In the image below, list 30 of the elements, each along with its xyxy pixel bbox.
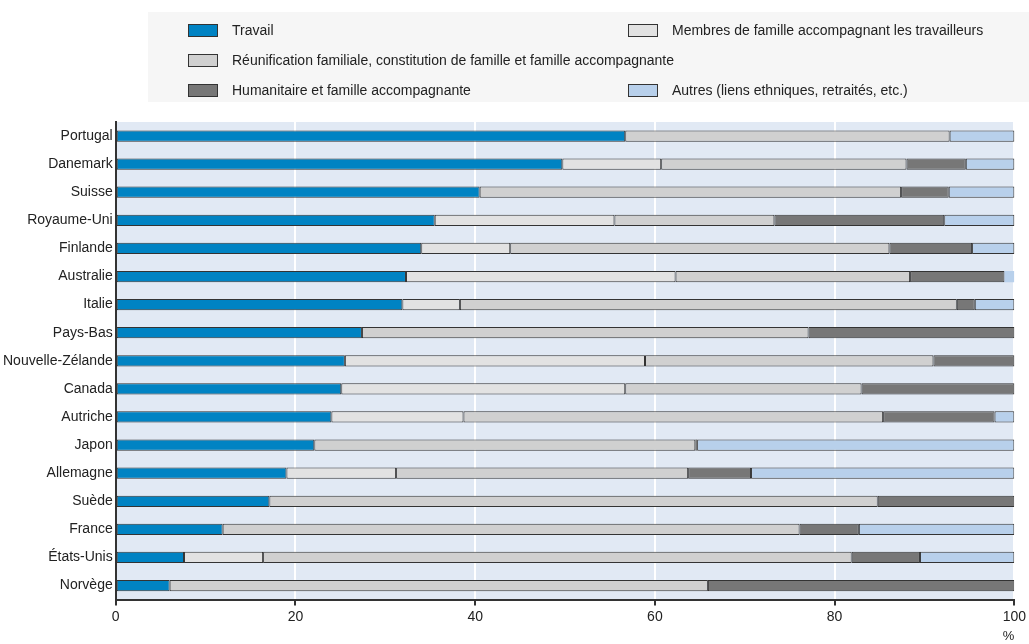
y-tick-label: Finlande	[59, 239, 113, 256]
legend-label: Réunification familiale, constitution de famille et famille accompagnante	[232, 52, 675, 68]
y-tick-label: Canada	[63, 379, 113, 396]
x-axis-title: %	[1002, 627, 1015, 643]
y-tick-label: Allemagne	[46, 464, 113, 481]
legend-label: Membres de famille accompagnant les travailleurs	[672, 22, 984, 38]
legend-label: Autres (liens ethniques, retraités, etc.)	[672, 82, 908, 98]
y-tick-label: Pays-Bas	[52, 323, 113, 340]
y-tick-label: Autriche	[61, 407, 113, 424]
legend-label: Travail	[232, 22, 274, 38]
y-tick-label: Portugal	[60, 126, 113, 143]
legend-label: Humanitaire et famille accompagnante	[232, 82, 471, 98]
y-tick-label: Norvège	[59, 576, 113, 593]
x-tick-label: 20	[287, 607, 304, 624]
y-tick-label: Royaume-Uni	[27, 211, 113, 228]
y-tick-label: Australie	[58, 267, 113, 284]
x-tick-label: 60	[647, 607, 663, 624]
y-tick-label: Suisse	[70, 183, 113, 200]
y-tick-label: Italie	[83, 295, 113, 312]
x-tick-label: 0	[111, 607, 120, 624]
y-tick-label: Nouvelle-Zélande	[3, 351, 113, 368]
y-tick-label: Suède	[72, 492, 113, 509]
y-tick-label: Danemark	[48, 155, 114, 171]
y-tick-label: Japon	[74, 435, 113, 452]
x-tick-label: 100	[1002, 607, 1027, 624]
bar	[1004, 270, 1015, 283]
x-tick-label: 80	[826, 607, 843, 624]
y-tick-label: France	[69, 520, 113, 537]
y-tick-label: États-Unis	[48, 548, 113, 565]
x-tick-label: 40	[467, 607, 484, 624]
